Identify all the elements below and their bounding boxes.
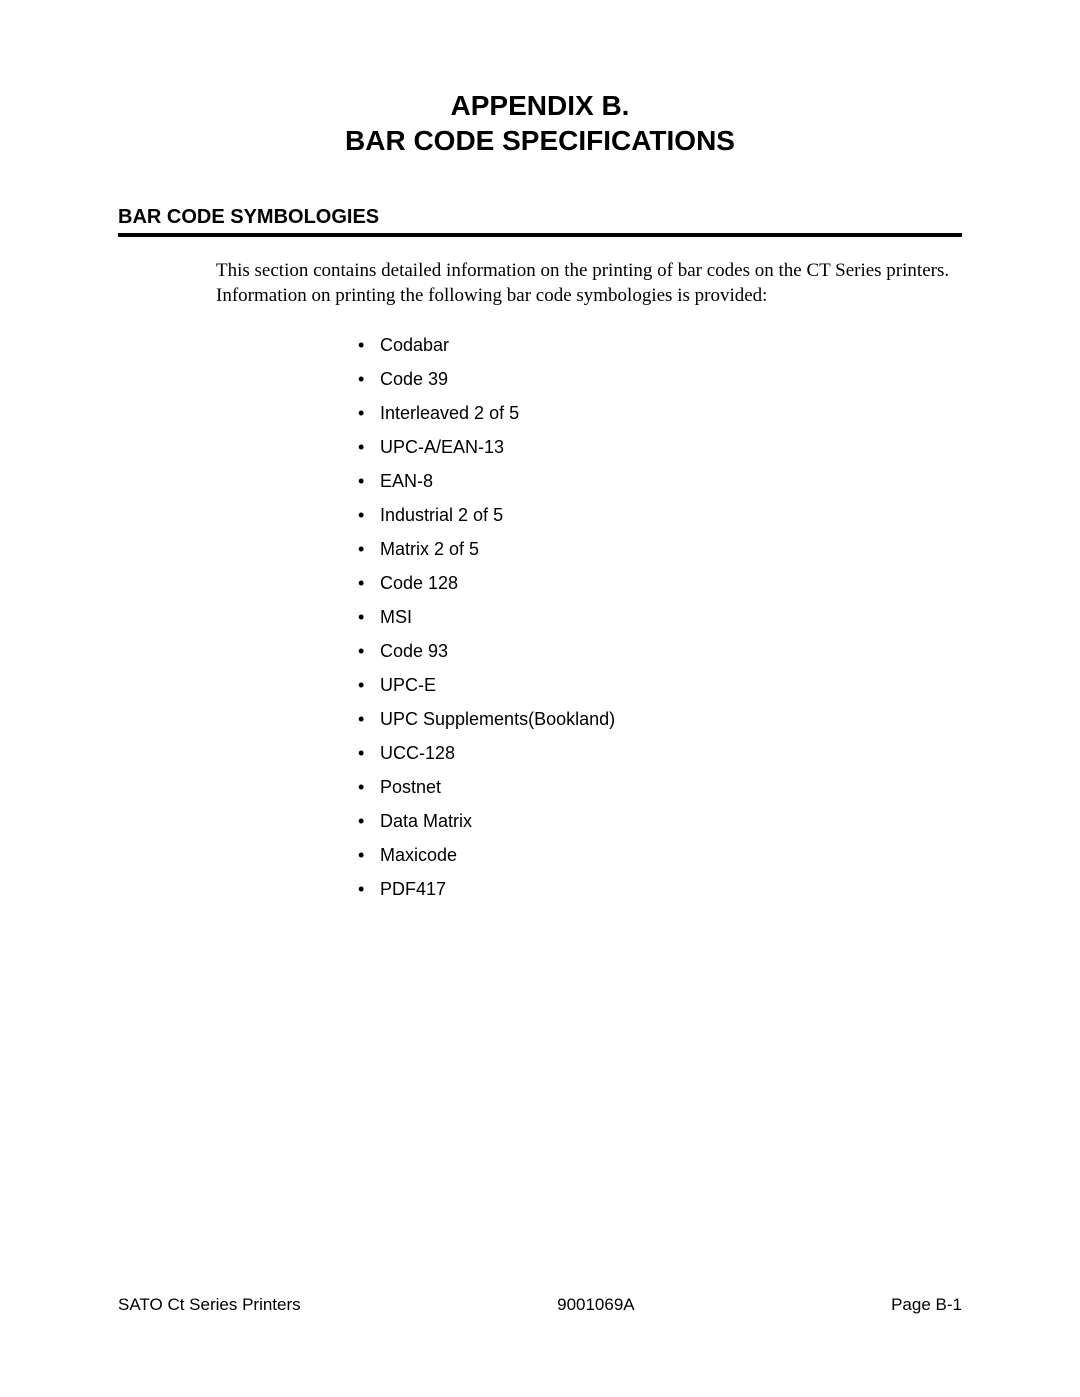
list-item: Industrial 2 of 5 — [358, 506, 962, 524]
list-item: UCC-128 — [358, 744, 962, 762]
list-item: UPC-A/EAN-13 — [358, 438, 962, 456]
section-heading: BAR CODE SYMBOLOGIES — [118, 206, 962, 229]
list-item: Postnet — [358, 778, 962, 796]
page-footer: SATO Ct Series Printers 9001069A Page B-… — [118, 1295, 962, 1315]
list-item: PDF417 — [358, 880, 962, 898]
footer-left: SATO Ct Series Printers — [118, 1295, 301, 1315]
heading-rule — [118, 233, 962, 237]
list-item: UPC-E — [358, 676, 962, 694]
intro-paragraph: This section contains detailed informati… — [216, 259, 962, 308]
list-item: Code 93 — [358, 642, 962, 660]
title-line2: BAR CODE SPECIFICATIONS — [118, 123, 962, 158]
list-item: Maxicode — [358, 846, 962, 864]
list-item: UPC Supplements(Bookland) — [358, 710, 962, 728]
list-item: Codabar — [358, 336, 962, 354]
list-item: Code 128 — [358, 574, 962, 592]
title-line1: APPENDIX B. — [118, 88, 962, 123]
footer-right: Page B-1 — [891, 1295, 962, 1315]
list-item: Interleaved 2 of 5 — [358, 404, 962, 422]
symbology-list: Codabar Code 39 Interleaved 2 of 5 UPC-A… — [358, 336, 962, 898]
footer-center: 9001069A — [557, 1295, 635, 1315]
list-item: Data Matrix — [358, 812, 962, 830]
list-item: Code 39 — [358, 370, 962, 388]
list-item: MSI — [358, 608, 962, 626]
list-item: EAN-8 — [358, 472, 962, 490]
page-title: APPENDIX B. BAR CODE SPECIFICATIONS — [118, 88, 962, 158]
list-item: Matrix 2 of 5 — [358, 540, 962, 558]
